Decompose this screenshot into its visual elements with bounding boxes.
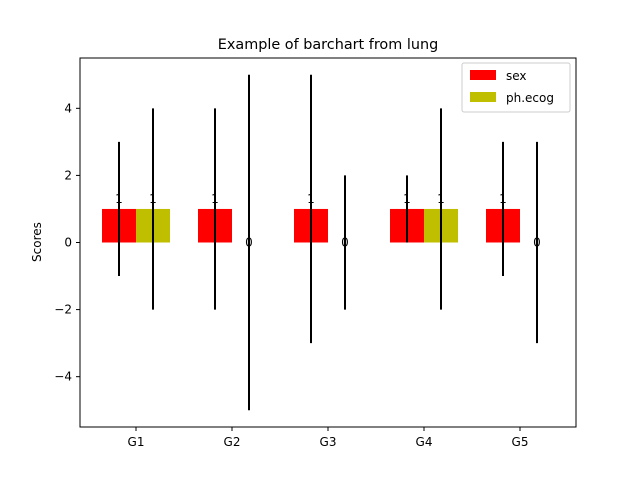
legend: sex ph.ecog [461, 62, 571, 113]
data-label-ph-ecog-g2: 0 [245, 236, 253, 250]
x-tick-label-g1: G1 [128, 435, 145, 449]
data-label-sex-g3: 1 [307, 192, 315, 206]
data-label-sex-g1: 1 [115, 192, 123, 206]
data-label-ph-ecog-g3: 0 [341, 236, 349, 250]
data-label-sex-g2: 1 [211, 192, 219, 206]
y-tick-label: −2 [54, 303, 72, 317]
legend-label-sex: sex [506, 69, 527, 83]
y-tick-label: −4 [54, 370, 72, 384]
legend-label-ph-ecog: ph.ecog [506, 91, 554, 105]
y-axis: −4 −2 0 2 4 [54, 101, 80, 384]
data-label-ph-ecog-g5: 0 [533, 236, 541, 250]
y-axis-label: Scores [30, 222, 44, 262]
data-label-ph-ecog-g4: 1 [437, 192, 445, 206]
x-tick-label-g3: G3 [320, 435, 337, 449]
chart-title: Example of barchart from lung [218, 37, 438, 53]
x-tick-label-g5: G5 [512, 435, 529, 449]
legend-swatch-sex [470, 70, 496, 80]
x-tick-label-g2: G2 [224, 435, 241, 449]
data-label-ph-ecog-g1: 1 [149, 192, 157, 206]
x-tick-label-g4: G4 [416, 435, 433, 449]
x-axis: G1 G2 G3 G4 G5 [128, 427, 529, 449]
legend-swatch-ph-ecog [470, 92, 496, 102]
error-bars-layer [118, 74, 538, 411]
data-labels-layer: 1 1 1 1 1 1 0 0 1 0 [115, 192, 541, 250]
data-label-sex-g5: 1 [499, 192, 507, 206]
y-tick-label: 2 [64, 168, 72, 182]
y-tick-label: 4 [64, 101, 72, 115]
y-tick-label: 0 [64, 236, 72, 250]
data-label-sex-g4: 1 [403, 192, 411, 206]
